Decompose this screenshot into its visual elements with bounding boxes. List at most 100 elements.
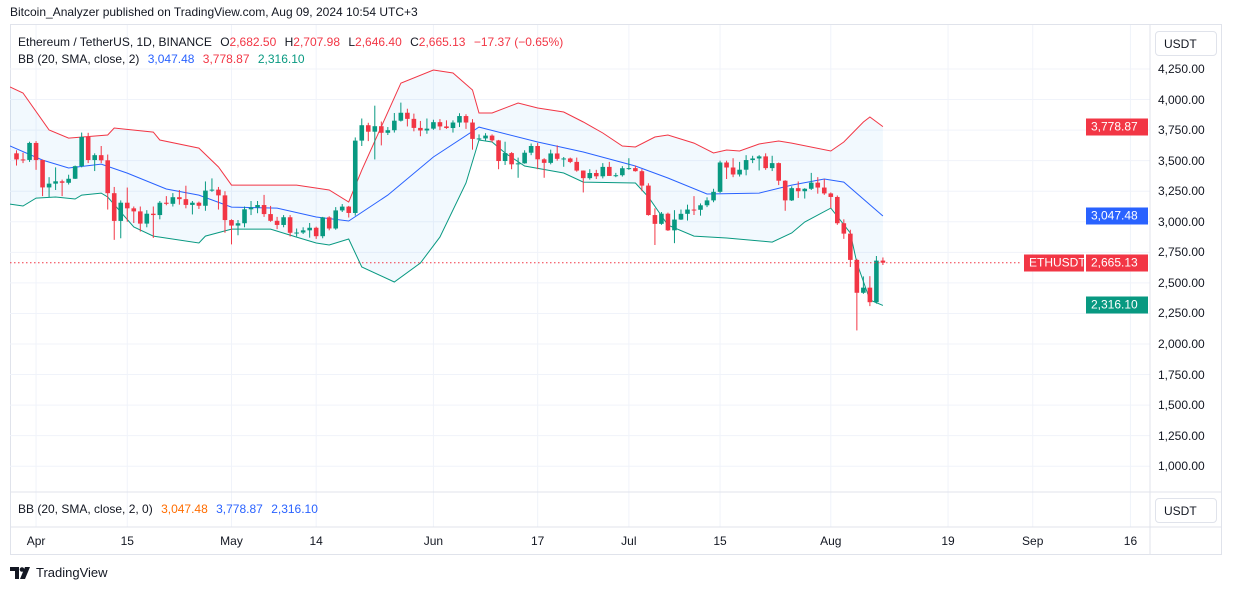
published-caption: Bitcoin_Analyzer published on TradingVie…: [10, 5, 418, 19]
price-tick-label: 3,500.00: [1158, 153, 1205, 168]
symbol-badge: ETHUSDT: [1024, 254, 1086, 272]
candle: [672, 210, 677, 244]
candle: [14, 150, 19, 166]
candle-body: [333, 210, 339, 229]
lower-pane-value-1: 3,047.48: [161, 502, 208, 516]
candle-body: [157, 202, 163, 216]
candle: [157, 200, 163, 220]
candle-body: [561, 158, 567, 160]
lower-pane-legend: BB (20, SMA, close, 2, 0) 3,047.48 3,778…: [18, 502, 318, 516]
candle: [828, 192, 834, 209]
candle: [626, 158, 632, 170]
time-tick-label: Jun: [423, 534, 444, 548]
candle: [27, 141, 32, 162]
symbol-title[interactable]: Ethereum / TetherUS, 1D, BINANCE: [18, 35, 212, 49]
candle: [98, 145, 104, 164]
candle: [659, 211, 664, 225]
candle-body: [880, 260, 886, 263]
time-tick-label: May: [220, 534, 243, 548]
candle: [431, 119, 436, 130]
candle-body: [255, 205, 260, 208]
candle-body: [541, 159, 547, 163]
candle: [313, 226, 319, 239]
candle: [704, 197, 710, 208]
candle-body: [151, 213, 156, 216]
candle: [46, 177, 52, 198]
candle: [229, 219, 234, 245]
candle-body: [137, 211, 143, 224]
candle-body: [261, 205, 267, 215]
candle-body: [776, 163, 781, 181]
candle: [92, 153, 97, 172]
candle: [131, 206, 137, 223]
candle-body: [743, 160, 749, 170]
candle: [359, 118, 365, 146]
candle: [398, 102, 404, 122]
candle: [600, 163, 606, 179]
candle: [118, 200, 124, 239]
candle-body: [685, 209, 690, 214]
candle: [874, 255, 879, 304]
candle: [665, 212, 671, 231]
lower-pane-currency-button[interactable]: USDT: [1155, 498, 1217, 523]
candle-body: [470, 122, 475, 139]
candle: [502, 141, 508, 165]
candle-body: [704, 200, 710, 206]
candle: [802, 188, 808, 199]
candle-body: [98, 155, 104, 161]
candle: [880, 257, 886, 265]
candle: [177, 189, 182, 205]
candle-body: [177, 197, 182, 200]
candle-body: [554, 153, 560, 159]
candle-body: [815, 182, 821, 188]
bb-basis-badge: 3,047.48: [1086, 207, 1148, 225]
candle: [528, 143, 534, 156]
candle-body: [607, 166, 612, 176]
last-price-badge: 2,665.13: [1086, 254, 1148, 272]
candle: [835, 195, 840, 225]
lower-pane-label[interactable]: BB (20, SMA, close, 2, 0): [18, 502, 153, 516]
open-value: 2,682.50: [229, 35, 277, 49]
candle: [209, 178, 215, 192]
candle-body: [867, 287, 873, 303]
price-tick-label: 3,750.00: [1158, 123, 1205, 138]
bb-legend-label[interactable]: BB (20, SMA, close, 2): [18, 52, 140, 66]
grid: [10, 25, 1150, 527]
candle-body: [659, 213, 664, 224]
currency-button[interactable]: USDT: [1155, 31, 1217, 56]
price-tick-label: 1,000.00: [1158, 459, 1205, 474]
candle: [124, 187, 130, 222]
candle-body: [835, 196, 840, 224]
candle-body: [450, 122, 456, 129]
candle-body: [861, 287, 866, 293]
bb-lower-line: [10, 139, 884, 306]
tradingview-logo[interactable]: TradingView: [10, 565, 108, 580]
bb-upper-line: [10, 69, 884, 203]
candle: [678, 209, 684, 220]
candle: [522, 150, 527, 164]
candle: [496, 139, 501, 170]
candle: [242, 206, 247, 228]
candle-body: [535, 145, 540, 160]
candle: [620, 166, 625, 177]
candle: [808, 172, 814, 190]
candle: [222, 191, 228, 233]
candle: [776, 162, 781, 186]
candle-body: [294, 232, 299, 234]
candle-body: [515, 163, 521, 165]
candle-body: [782, 180, 788, 201]
price-tick-label: 2,250.00: [1158, 306, 1205, 321]
candle: [190, 200, 195, 215]
low-value: 2,646.40: [355, 35, 402, 49]
candle-body: [509, 153, 514, 165]
close-value: 2,665.13: [418, 35, 466, 49]
candle-body: [222, 195, 228, 221]
candle-body: [92, 155, 97, 161]
tradingview-logo-icon: [10, 566, 30, 579]
candle: [144, 210, 150, 228]
candle-body: [313, 227, 319, 237]
candle: [470, 119, 475, 150]
candle: [743, 155, 749, 176]
candle: [554, 145, 560, 161]
